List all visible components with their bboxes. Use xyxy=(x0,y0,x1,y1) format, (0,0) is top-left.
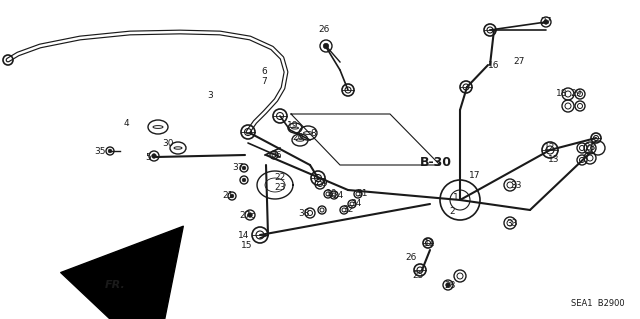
Text: 13: 13 xyxy=(548,155,560,165)
Text: 7: 7 xyxy=(261,78,267,86)
Text: 3: 3 xyxy=(207,92,213,100)
Text: 27: 27 xyxy=(513,57,525,66)
Text: 27: 27 xyxy=(540,18,552,26)
Text: 30: 30 xyxy=(163,139,173,149)
Circle shape xyxy=(152,154,156,158)
Text: 37: 37 xyxy=(232,164,244,173)
Text: 38: 38 xyxy=(298,209,310,218)
Circle shape xyxy=(544,20,548,24)
Text: 1: 1 xyxy=(453,194,459,203)
Text: 15: 15 xyxy=(241,241,253,250)
Text: 28: 28 xyxy=(444,280,456,290)
Text: 17: 17 xyxy=(469,172,481,181)
Text: 19: 19 xyxy=(287,122,299,130)
Text: 27c: 27c xyxy=(240,211,256,219)
Circle shape xyxy=(242,166,246,170)
Text: 24: 24 xyxy=(332,190,344,199)
Text: 11: 11 xyxy=(424,239,436,248)
Text: 23: 23 xyxy=(275,183,285,192)
Circle shape xyxy=(108,149,112,153)
Text: 20: 20 xyxy=(292,133,304,143)
Text: 36: 36 xyxy=(270,151,282,160)
Text: 12: 12 xyxy=(544,144,556,152)
Circle shape xyxy=(242,178,246,182)
Text: 8: 8 xyxy=(310,129,316,137)
Text: 33: 33 xyxy=(510,181,522,189)
Text: B-30: B-30 xyxy=(420,157,452,169)
Text: 16: 16 xyxy=(488,61,500,70)
Text: 31: 31 xyxy=(356,189,368,198)
Text: 2: 2 xyxy=(449,206,455,216)
Text: 14: 14 xyxy=(238,232,250,241)
Text: 9: 9 xyxy=(321,180,327,189)
Circle shape xyxy=(230,194,234,198)
Text: 29: 29 xyxy=(570,90,582,99)
Text: 4: 4 xyxy=(123,118,129,128)
Text: 28: 28 xyxy=(584,144,596,152)
Text: 18: 18 xyxy=(556,90,568,99)
Text: 34: 34 xyxy=(350,199,362,209)
Text: 32: 32 xyxy=(342,205,354,214)
Text: 26: 26 xyxy=(405,253,417,262)
Text: 25: 25 xyxy=(412,271,424,280)
Text: 33: 33 xyxy=(506,219,518,227)
Text: 10: 10 xyxy=(326,189,338,198)
Text: 22: 22 xyxy=(275,174,285,182)
Text: 26: 26 xyxy=(318,26,330,34)
Text: 35: 35 xyxy=(94,146,106,155)
Text: 6: 6 xyxy=(261,68,267,77)
Text: 5: 5 xyxy=(145,152,151,161)
Text: FR.: FR. xyxy=(105,280,125,290)
Circle shape xyxy=(248,213,252,217)
Text: 21: 21 xyxy=(222,191,234,201)
Circle shape xyxy=(445,283,451,287)
Circle shape xyxy=(323,43,329,49)
Text: SEA1  B2900: SEA1 B2900 xyxy=(572,299,625,308)
